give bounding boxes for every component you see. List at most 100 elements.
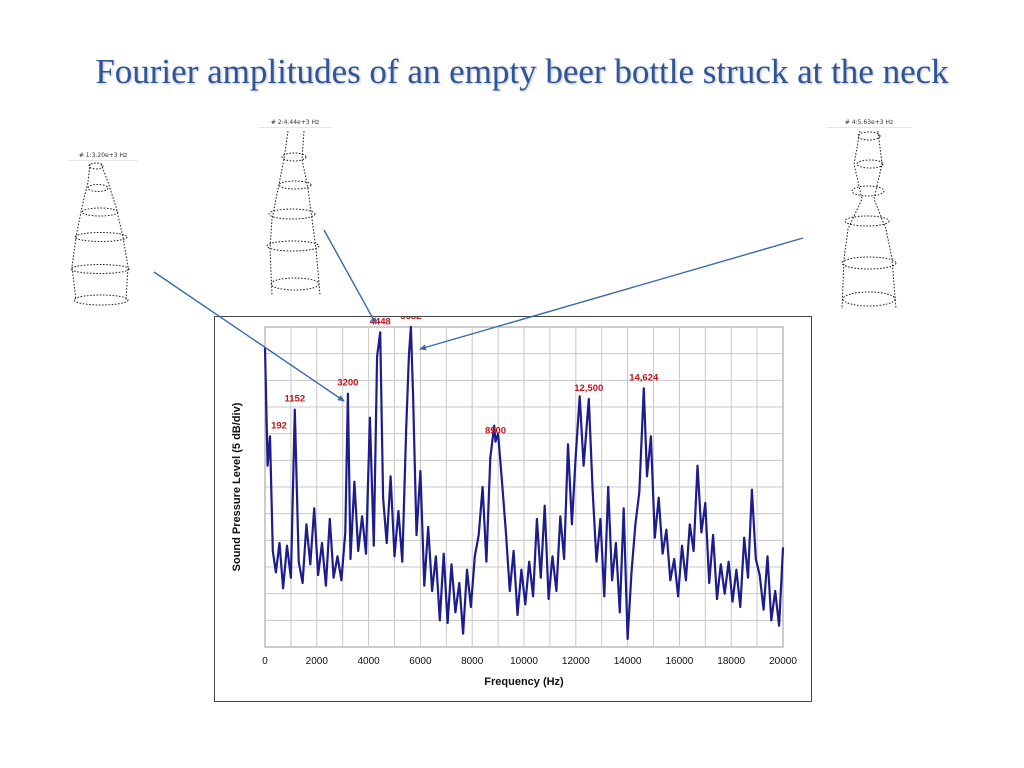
connector-mode-3 xyxy=(419,237,804,351)
spectrum-point xyxy=(622,507,625,510)
spectrum-point xyxy=(665,528,668,531)
spectrum-point xyxy=(778,624,781,627)
spectrum-point xyxy=(313,507,316,510)
spectrum-point xyxy=(385,542,388,544)
spectrum-point xyxy=(340,579,343,582)
spectrum-point xyxy=(587,398,590,400)
mode-shape-2: # 2:4.44e+3 Hz xyxy=(258,119,332,299)
spectrum-point xyxy=(408,352,410,355)
spectrum-point xyxy=(716,598,718,600)
spectrum-point xyxy=(508,590,511,592)
spectrum-point xyxy=(673,558,676,560)
spectrum-point xyxy=(372,544,375,547)
spectrum-point xyxy=(520,568,523,571)
x-tick-label: 18000 xyxy=(717,656,745,667)
spectrum-point xyxy=(317,574,319,576)
spectrum-point xyxy=(427,526,430,528)
spectrum-point xyxy=(661,552,664,555)
connector-mode-1 xyxy=(153,271,345,402)
spectrum-point xyxy=(353,480,356,483)
spectrum-point xyxy=(271,550,274,552)
x-tick-label: 8000 xyxy=(461,656,484,667)
spectrum-point xyxy=(708,582,711,584)
spectrum-point xyxy=(458,582,461,584)
peak-label: 5632 xyxy=(400,317,421,322)
spectrum-point xyxy=(681,544,683,547)
spectrum-point xyxy=(692,550,695,552)
x-tick-label: 6000 xyxy=(409,656,432,667)
spectrum-point xyxy=(473,555,476,558)
spectrum-point xyxy=(571,523,573,526)
spectrum-point xyxy=(438,619,441,622)
spectrum-point xyxy=(512,550,515,552)
peak-label: 14,624 xyxy=(629,372,659,383)
x-tick-label: 16000 xyxy=(665,656,693,667)
spectrum-point xyxy=(382,496,385,499)
spectrum-point xyxy=(611,579,613,582)
spectrum-point xyxy=(704,502,707,504)
spectrum-point xyxy=(626,638,629,640)
spectrum-point xyxy=(305,523,308,526)
spectrum-point xyxy=(782,547,784,550)
spectrum-point xyxy=(349,558,352,560)
spectrum-point xyxy=(719,563,722,566)
spectrum-point xyxy=(361,515,364,518)
spectrum-point xyxy=(547,598,550,600)
spectrum-point xyxy=(618,611,621,614)
spectrum-point xyxy=(727,560,730,563)
spectrum-point xyxy=(758,574,761,576)
spectrum-point xyxy=(489,456,492,459)
spectrum-point xyxy=(684,579,687,582)
spectrum-point xyxy=(524,603,527,606)
mode-shape-3-label: # 4:5.63e+3 Hz xyxy=(826,119,912,128)
spectrum-point xyxy=(770,619,773,622)
spectrum-point xyxy=(630,571,633,574)
spectrum-point xyxy=(696,464,699,467)
spectrum-point xyxy=(677,595,680,598)
spectrum-point xyxy=(536,518,538,520)
spectrum-point xyxy=(497,432,499,435)
spectrum-point xyxy=(657,496,660,499)
spectrum-point xyxy=(293,408,296,411)
spectrum-point xyxy=(634,523,637,526)
spectrum-point xyxy=(582,464,585,467)
spectrum-point xyxy=(723,592,726,595)
spectrum-point xyxy=(419,470,422,472)
spectrum-point xyxy=(297,560,300,563)
spectrum-point xyxy=(269,435,271,438)
spectrum-point xyxy=(435,555,437,558)
spectrum-point xyxy=(324,584,327,587)
spectrum-point xyxy=(481,486,484,488)
spectrum-point xyxy=(532,595,534,598)
spectrum-point xyxy=(282,587,285,590)
spectrum-point xyxy=(646,475,648,478)
x-tick-label: 10000 xyxy=(510,656,538,667)
x-tick-label: 20000 xyxy=(769,656,797,667)
peak-label: 192 xyxy=(271,420,287,431)
spectrum-point xyxy=(563,558,566,560)
spectrum-point xyxy=(501,480,503,483)
x-axis-label: Frequency (Hz) xyxy=(484,676,564,688)
spectrum-point xyxy=(321,542,323,544)
peak-label: 8900 xyxy=(485,426,506,437)
spectrum-point xyxy=(409,326,412,328)
spectrum-point xyxy=(743,536,746,539)
spectrum-point xyxy=(470,606,472,608)
spectrum-point xyxy=(286,544,288,547)
spectrum-point xyxy=(559,515,562,518)
spectrum-point xyxy=(747,576,749,579)
mode-shape-1: # 1:3.20e+3 Hz xyxy=(68,152,138,314)
spectrum-point xyxy=(328,518,331,520)
connector-mode-2 xyxy=(323,229,377,325)
spectrum-point xyxy=(754,558,757,560)
spectrum-point xyxy=(446,622,449,624)
slide-title: Fourier amplitudes of an empty beer bott… xyxy=(95,52,949,91)
peak-label: 3200 xyxy=(337,378,358,389)
spectrum-point xyxy=(442,552,445,555)
spectrum-point xyxy=(599,518,602,520)
spectrum-point xyxy=(357,550,360,552)
spectrum-point xyxy=(567,443,569,446)
spectrum-point xyxy=(309,563,312,566)
spectrum-point xyxy=(346,392,349,395)
spectrum-point xyxy=(477,534,480,536)
